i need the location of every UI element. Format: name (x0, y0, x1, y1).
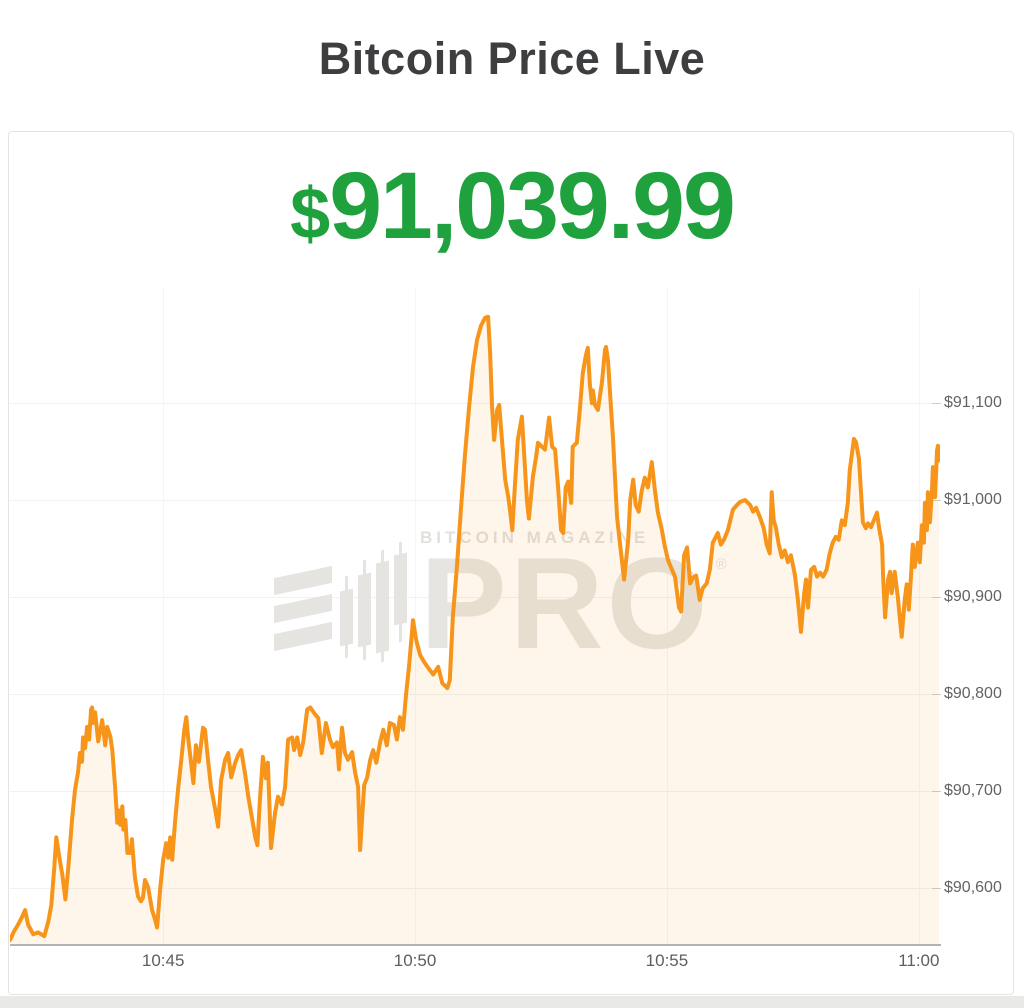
x-gridline (918, 288, 920, 944)
watermark-pro-text: PRO (420, 530, 711, 676)
y-gridline (10, 403, 941, 405)
x-axis-label: 10:55 (645, 951, 689, 970)
y-gridline (10, 790, 941, 792)
y-axis-label: $90,600 (944, 878, 1002, 896)
y-tick-mark (932, 693, 941, 695)
page-title: Bitcoin Price Live (318, 33, 706, 84)
y-axis-label: $91,100 (944, 394, 1002, 412)
currency-symbol: $ (290, 174, 330, 254)
x-axis-label: 11:00 (898, 951, 940, 970)
live-price-value: 91,039.99 (329, 153, 736, 259)
y-axis-label: $91,000 (944, 491, 1002, 509)
y-tick-mark (932, 596, 941, 598)
x-gridline (415, 288, 417, 944)
price-line (10, 314, 940, 943)
x-gridline (666, 288, 668, 944)
bitcoin-magazine-pro-watermark: BITCOIN MAGAZINE PRO ® (270, 528, 727, 668)
y-tick-mark (932, 403, 941, 405)
x-axis-label: 10:50 (393, 951, 437, 970)
y-tick-mark (932, 500, 941, 502)
live-price: $91,039.99 (0, 152, 1024, 261)
y-tick-mark (932, 790, 941, 792)
y-gridline (10, 887, 941, 889)
x-axis-label: 10:45 (141, 951, 185, 970)
y-axis-label: $90,900 (944, 587, 1002, 605)
y-gridline (10, 500, 941, 502)
y-tick-mark (932, 887, 941, 889)
y-gridline (10, 596, 941, 598)
registered-trademark-icon: ® (716, 556, 727, 573)
page-bottom-strip (0, 996, 1024, 1008)
price-line-chart[interactable] (10, 280, 940, 944)
x-gridline (163, 288, 165, 944)
chart-card (8, 131, 1014, 995)
y-gridline (10, 693, 941, 695)
watermark-brand-text: BITCOIN MAGAZINE (420, 528, 711, 548)
y-axis-label: $90,800 (944, 684, 1002, 702)
y-axis-label: $90,700 (944, 781, 1002, 799)
price-area-fill (10, 316, 939, 944)
x-axis-line (10, 944, 941, 946)
